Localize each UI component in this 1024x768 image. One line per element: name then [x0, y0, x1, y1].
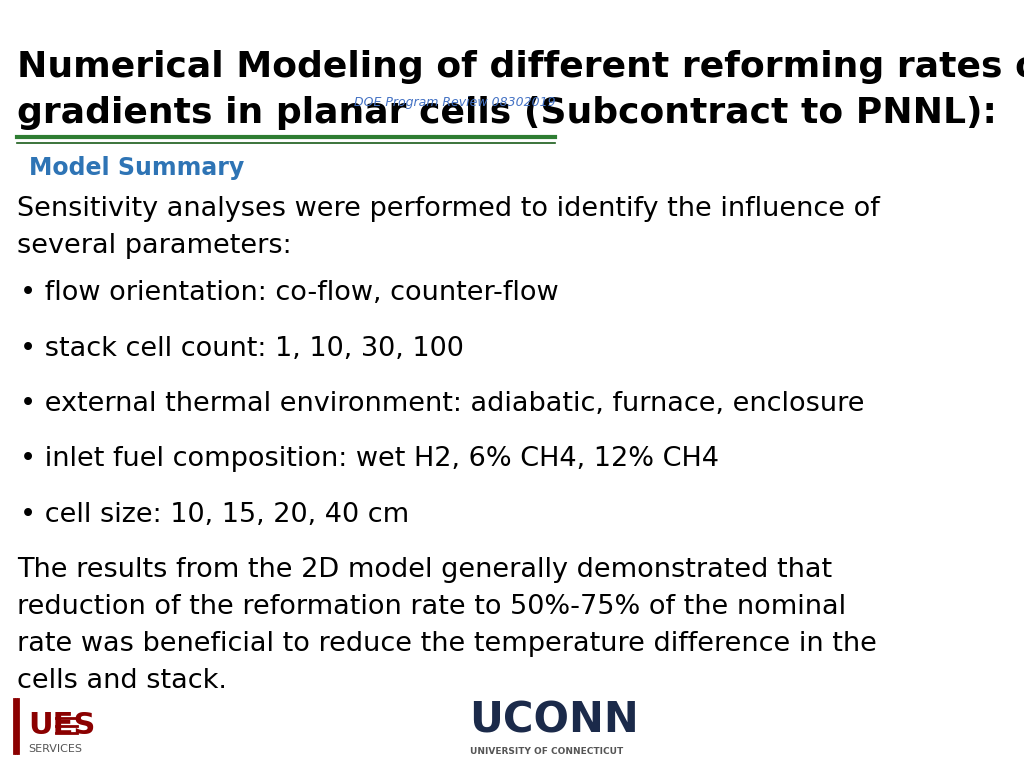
- Text: Numerical Modeling of different reforming rates on thermal: Numerical Modeling of different reformin…: [17, 50, 1024, 84]
- Text: SERVICES: SERVICES: [29, 743, 83, 754]
- Text: UCONN: UCONN: [470, 700, 639, 741]
- Text: • inlet fuel composition: wet H2, 6% CH4, 12% CH4: • inlet fuel composition: wet H2, 6% CH4…: [20, 446, 719, 472]
- Text: • cell size: 10, 15, 20, 40 cm: • cell size: 10, 15, 20, 40 cm: [20, 502, 410, 528]
- Text: gradients in planar cells (Subcontract to PNNL):: gradients in planar cells (Subcontract t…: [17, 96, 997, 130]
- Text: • flow orientation: co-flow, counter-flow: • flow orientation: co-flow, counter-flo…: [20, 280, 559, 306]
- Text: Model Summary: Model Summary: [29, 156, 244, 180]
- Text: The results from the 2D model generally demonstrated that
reduction of the refor: The results from the 2D model generally …: [17, 557, 877, 694]
- Text: UNIVERSITY OF CONNECTICUT: UNIVERSITY OF CONNECTICUT: [470, 746, 623, 756]
- Text: DOE Program Review 08302019: DOE Program Review 08302019: [354, 96, 555, 109]
- Text: • external thermal environment: adiabatic, furnace, enclosure: • external thermal environment: adiabati…: [20, 391, 864, 417]
- Text: Sensitivity analyses were performed to identify the influence of
several paramet: Sensitivity analyses were performed to i…: [17, 196, 880, 259]
- Text: • stack cell count: 1, 10, 30, 100: • stack cell count: 1, 10, 30, 100: [20, 336, 464, 362]
- Text: UES: UES: [29, 711, 96, 740]
